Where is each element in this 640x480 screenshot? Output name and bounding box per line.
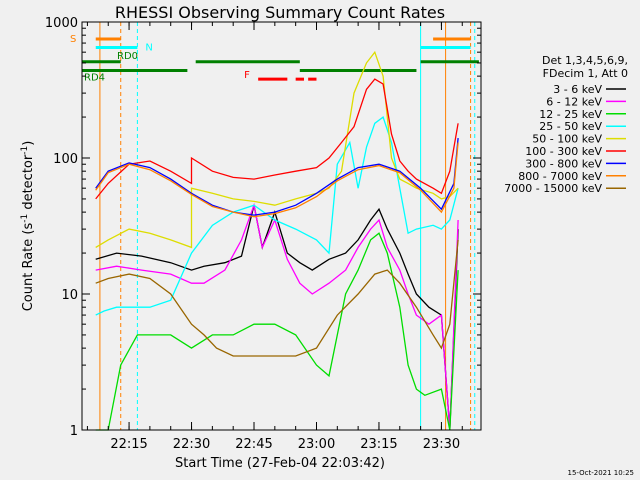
chart-title: RHESSI Observing Summary Count Rates bbox=[115, 3, 445, 22]
series-line-8 bbox=[95, 239, 459, 357]
series-line-2 bbox=[95, 232, 459, 431]
plot-area: S N F RD0 RD4 bbox=[70, 22, 479, 431]
legend-info-0: Det 1,3,4,5,6,9, bbox=[542, 54, 628, 67]
series-line-1 bbox=[95, 202, 459, 431]
series-line-3 bbox=[95, 116, 459, 316]
status-label-0: S bbox=[70, 34, 76, 45]
legend-label-6: 300 - 800 keV bbox=[525, 157, 602, 170]
legend-label-8: 7000 - 15000 keV bbox=[504, 182, 602, 195]
legend-info-1: FDecim 1, Att 0 bbox=[543, 67, 628, 80]
legend-label-5: 100 - 300 keV bbox=[525, 145, 602, 158]
y-tick-label-3: 1000 bbox=[45, 16, 78, 31]
series-line-4 bbox=[95, 50, 459, 249]
y-axis-label: Count Rate (s-1 detector-1) bbox=[20, 141, 36, 312]
y-tick-label-2: 100 bbox=[53, 152, 78, 167]
x-tick-label-4: 23:15 bbox=[360, 437, 397, 452]
x-tick-label-5: 23:30 bbox=[423, 437, 460, 452]
y-tick-label-0: 1 bbox=[70, 424, 78, 439]
x-tick-label-2: 22:45 bbox=[235, 437, 272, 452]
legend: Det 1,3,4,5,6,9,FDecim 1, Att 0 3 - 6 keV… bbox=[504, 54, 628, 195]
x-tick-label-0: 22:15 bbox=[110, 437, 147, 452]
status-label-3: RD0 bbox=[117, 51, 138, 62]
x-tick-label-3: 23:00 bbox=[298, 437, 335, 452]
x-axis-label: Start Time (27-Feb-04 22:03:42) bbox=[175, 456, 385, 471]
series-line-0 bbox=[95, 205, 459, 431]
axes: 1 10 100 1000 22:15 22:30 22:45 23:00 23:15 23:30 bbox=[45, 16, 481, 452]
series-line-7 bbox=[95, 142, 459, 218]
series-line-6 bbox=[95, 138, 459, 216]
legend-label-1: 6 - 12 keV bbox=[546, 95, 602, 108]
status-label-1: N bbox=[145, 42, 152, 53]
x-tick-label-1: 22:30 bbox=[173, 437, 210, 452]
legend-label-0: 3 - 6 keV bbox=[553, 83, 602, 96]
plot-frame bbox=[81, 21, 482, 431]
status-label-2: F bbox=[244, 70, 250, 81]
legend-label-4: 50 - 100 keV bbox=[532, 133, 602, 146]
footer-timestamp: 15-Oct-2021 10:25 bbox=[568, 469, 634, 477]
legend-label-3: 25 - 50 keV bbox=[539, 120, 602, 133]
legend-label-7: 800 - 7000 keV bbox=[518, 170, 602, 183]
legend-label-2: 12 - 25 keV bbox=[539, 108, 602, 121]
status-label-4: RD4 bbox=[84, 72, 105, 83]
series-line-5 bbox=[95, 78, 459, 200]
y-tick-label-1: 10 bbox=[61, 288, 78, 303]
